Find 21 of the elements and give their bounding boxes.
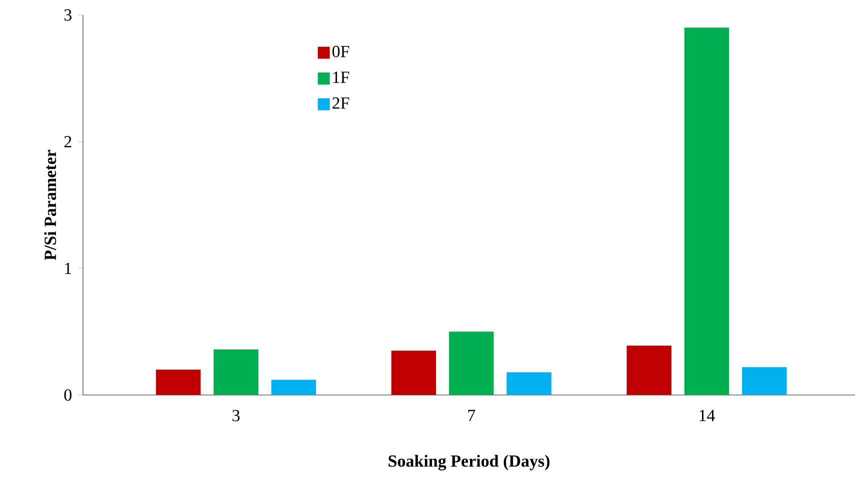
y-tick-label: 3: [64, 9, 72, 21]
bar: [684, 28, 730, 395]
x-axis-title: Soaking Period (Days): [388, 454, 550, 470]
bar: [391, 350, 436, 395]
bar: [506, 372, 552, 395]
bar: [271, 380, 316, 395]
x-tick-label: 7: [468, 410, 476, 421]
legend-label: 0F: [332, 46, 350, 58]
y-tick-label: 0: [64, 389, 72, 401]
x-tick-label: 3: [232, 410, 240, 422]
bar: [156, 370, 201, 395]
y-tick-label: 1: [65, 262, 72, 274]
legend-label: 2F: [332, 97, 350, 109]
x-tick-label: 14: [700, 410, 715, 422]
y-tick-label: 2: [64, 136, 72, 148]
y-axis-title: P/Si Parameter: [44, 150, 56, 260]
bar: [626, 346, 672, 395]
bar: [742, 367, 787, 395]
legend-label: 1F: [333, 72, 350, 83]
bar: [449, 332, 494, 395]
bar: [214, 349, 258, 395]
